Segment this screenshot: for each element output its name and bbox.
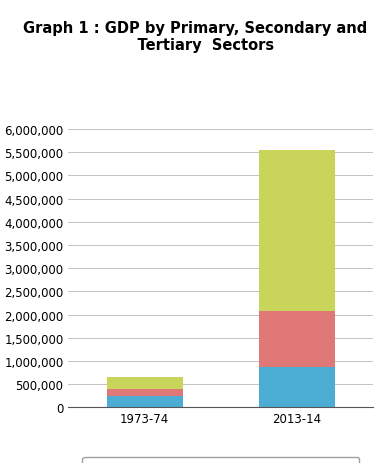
Bar bbox=[107, 377, 183, 389]
Bar bbox=[107, 396, 183, 407]
Text: Graph 1 : GDP by Primary, Secondary and
    Tertiary  Sectors: Graph 1 : GDP by Primary, Secondary and … bbox=[23, 21, 368, 53]
Bar bbox=[259, 311, 335, 368]
Bar bbox=[107, 389, 183, 396]
Legend: Primary, Secondary, Tertiary: Primary, Secondary, Tertiary bbox=[83, 457, 359, 463]
Bar bbox=[259, 368, 335, 407]
Bar bbox=[259, 150, 335, 311]
